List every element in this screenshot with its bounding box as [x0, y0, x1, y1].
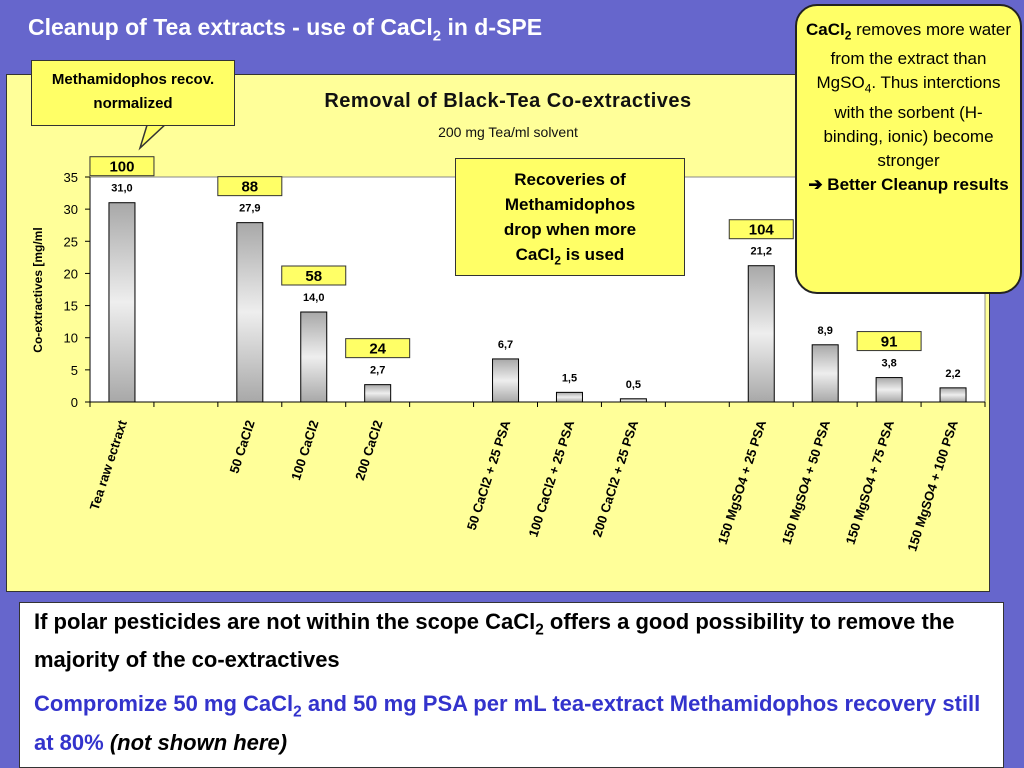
summary-line-1a: If polar pesticides are not within the s…: [34, 609, 536, 634]
x-category-label: 200 CaCl2: [352, 418, 385, 482]
slide-title-sub: 2: [432, 27, 442, 45]
recovery-label: 91: [881, 334, 898, 351]
note-conclusion: Better Cleanup results: [822, 174, 1009, 194]
bar-data-label: 1,5: [562, 372, 577, 384]
x-category-label: 50 CaCl2 + 25 PSA: [464, 418, 514, 532]
bar: [108, 202, 136, 403]
note-text-1: removes more water from the extract than…: [816, 20, 1012, 93]
recovery-label: 24: [369, 341, 386, 358]
summary-line-2-emphasis: (not shown here): [109, 729, 288, 755]
recovery-box: [345, 338, 411, 359]
bar: [300, 311, 328, 403]
recoveries-cacl-sub: 2: [554, 253, 562, 268]
note-text-2: . Thus interctions with the sorbent (H-b…: [823, 73, 1001, 170]
summary-line-2b: and 50 mg PSA per mL tea-extract Methami…: [34, 691, 981, 755]
recovery-label: 104: [749, 222, 775, 239]
x-category-label: 150 MgSO4 + 100 PSA: [904, 418, 961, 553]
recoveries-callout: Recoveries of Methamidophos drop when mo…: [455, 158, 685, 276]
recovery-box: [856, 331, 922, 352]
recoveries-line-1: Recoveries of: [514, 170, 626, 189]
bar: [555, 391, 583, 403]
recoveries-used: is used: [561, 245, 625, 264]
summary-line-1: If polar pesticides are not within the s…: [34, 607, 989, 675]
bar-data-label: 31,0: [111, 183, 132, 195]
summary-line-2: Compromize 50 mg CaCl2 and 50 mg PSA per…: [34, 689, 989, 757]
x-category-label: 200 CaCl2 + 25 PSA: [589, 418, 641, 539]
note-cacl: CaCl: [805, 20, 845, 39]
arrow-icon: ➔: [808, 174, 823, 194]
x-category-label: 150 MgSO4 + 25 PSA: [715, 418, 770, 547]
bar-data-label: 2,7: [370, 365, 385, 377]
bar-data-label: 3,8: [881, 358, 896, 370]
methamidophos-callout: Methamidophos recov. normalized: [31, 60, 235, 126]
bar: [875, 377, 903, 403]
slide-title: Cleanup of Tea extracts - use of CaCl2 i…: [28, 14, 542, 45]
x-category-label: 150 MgSO4 + 50 PSA: [779, 418, 834, 547]
recoveries-line-4: CaCl2 is used: [456, 242, 684, 273]
bar: [236, 222, 264, 403]
x-category-label: 50 CaCl2: [226, 418, 257, 475]
chart-subtitle: 200 mg Tea/ml solvent: [438, 124, 578, 140]
note-mgso-sub: 4: [864, 81, 872, 96]
bar: [619, 398, 647, 403]
bar-data-label: 14,0: [303, 292, 324, 304]
bar-data-label: 2,2: [945, 368, 960, 380]
bar-data-label: 27,9: [239, 203, 260, 215]
x-category-label: 100 CaCl2: [288, 418, 321, 482]
bar: [492, 358, 520, 403]
summary-line-2a: Compromize 50 mg CaCl: [34, 691, 294, 717]
chart-title: Removal of Black-Tea Co-extractives: [324, 90, 692, 112]
slide-title-text: Cleanup of Tea extracts - use of CaCl: [28, 14, 433, 40]
bar: [939, 387, 967, 403]
bar-data-label: 6,7: [498, 339, 513, 351]
recovery-box: [728, 219, 794, 240]
slide-title-end: in d-SPE: [441, 14, 543, 40]
recoveries-line-3: drop when more: [503, 220, 637, 239]
summary-box: If polar pesticides are not within the s…: [19, 602, 1004, 768]
recoveries-cacl: CaCl: [515, 245, 555, 264]
x-category-label: 100 CaCl2 + 25 PSA: [525, 418, 577, 539]
recovery-box: [217, 176, 283, 197]
summary-line-2-sub: 2: [293, 703, 302, 721]
recovery-label: 58: [305, 268, 322, 285]
summary-line-1-sub: 2: [535, 621, 544, 639]
x-category-label: Tea raw ectraxt: [87, 418, 130, 512]
recovery-box: [89, 156, 155, 177]
bar-data-label: 0,5: [626, 379, 641, 391]
bar: [811, 344, 839, 403]
y-axis-label: Co-extractives [mg/ml: [31, 227, 45, 352]
y-tick-label: 10: [64, 331, 78, 346]
y-tick-label: 30: [64, 202, 78, 217]
x-category-label: 150 MgSO4 + 75 PSA: [843, 418, 898, 547]
y-tick-label: 20: [64, 266, 78, 281]
recoveries-line-2: Methamidophos: [504, 195, 636, 214]
y-tick-label: 0: [71, 395, 78, 410]
bar-data-label: 8,9: [818, 325, 833, 337]
note-box: CaCl2 removes more water from the extrac…: [795, 4, 1022, 294]
recovery-label: 100: [109, 159, 134, 176]
bar: [364, 384, 392, 403]
y-tick-label: 25: [64, 234, 78, 249]
note-cacl-sub: 2: [844, 28, 852, 43]
bar-data-label: 21,2: [751, 246, 772, 258]
bar: [747, 265, 775, 403]
y-tick-label: 35: [64, 170, 78, 185]
y-tick-label: 15: [64, 299, 78, 314]
y-tick-label: 5: [71, 363, 78, 378]
recovery-label: 88: [241, 179, 258, 196]
summary-line-1b: offers a good possibility to remove the …: [34, 609, 955, 673]
recovery-box: [281, 265, 347, 286]
